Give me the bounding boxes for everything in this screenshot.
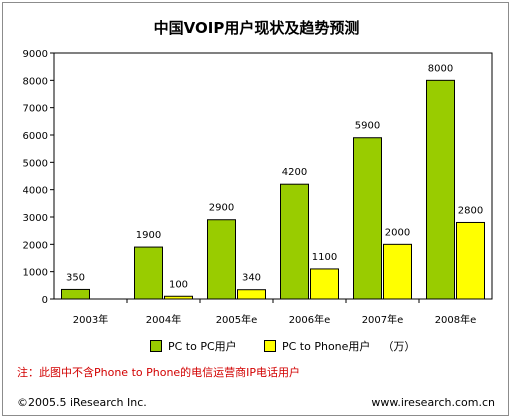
bar-pc-to-pc [207, 219, 236, 300]
y-tick-label: 9000 [23, 49, 48, 60]
bar-pc-to-pc [353, 137, 382, 300]
bar-pc-to-phone [164, 295, 193, 300]
legend-item-pc-to-pc: PC to PC用户 [150, 338, 237, 354]
x-tick-label: 2006年e [289, 313, 331, 326]
legend-item-pc-to-phone: PC to Phone用户 （万） [264, 338, 415, 354]
y-tick-label: 7000 [23, 104, 48, 115]
y-tick-label: 8000 [23, 76, 48, 87]
plot-area [53, 52, 493, 300]
legend-label-pc-to-phone: PC to Phone用户 [282, 340, 371, 353]
y-tick-label: 1000 [23, 268, 48, 279]
website-text: www.iresearch.com.cn [371, 396, 495, 409]
legend-swatch-pc-to-pc [150, 340, 162, 352]
data-label: 350 [66, 272, 85, 283]
bar-pc-to-pc [134, 246, 163, 300]
legend-label-pc-to-pc: PC to PC用户 [168, 340, 237, 353]
data-label: 1100 [312, 252, 337, 263]
bar-pc-to-phone [237, 289, 266, 300]
x-tick-label: 2004年 [146, 313, 181, 326]
chart-title: 中国VOIP用户现状及趋势预测 [153, 19, 360, 37]
bar-pc-to-phone [383, 243, 412, 300]
data-label: 2800 [458, 205, 483, 216]
bar-pc-to-phone [456, 221, 485, 300]
bar-pc-to-pc [280, 183, 309, 300]
data-label: 8000 [428, 63, 453, 74]
data-label: 2000 [385, 227, 410, 238]
legend-unit: （万） [382, 340, 416, 353]
legend-swatch-pc-to-phone [264, 340, 276, 352]
data-label: 2900 [209, 203, 234, 214]
bar-pc-to-pc [426, 79, 455, 300]
footnote: 注：此图中不含Phone to Phone的电信运营商IP电话用户 [17, 366, 301, 379]
data-label: 340 [242, 273, 261, 284]
y-tick-label: 0 [42, 295, 48, 306]
y-tick-label: 2000 [23, 240, 48, 251]
data-label: 5900 [355, 121, 380, 132]
data-label: 100 [169, 279, 188, 290]
data-label: 4200 [282, 167, 307, 178]
data-label: 1900 [136, 230, 161, 241]
x-tick-label: 2008年e [435, 313, 477, 326]
x-tick-label: 2003年 [73, 313, 108, 326]
y-tick-label: 6000 [23, 131, 48, 142]
copyright-text: ©2005.5 iResearch Inc. [17, 396, 147, 409]
x-tick-label: 2005年e [216, 313, 258, 326]
bar-pc-to-phone [310, 268, 339, 300]
bar-pc-to-pc [61, 288, 90, 300]
y-tick-label: 4000 [23, 186, 48, 197]
x-tick-label: 2007年e [362, 313, 404, 326]
y-tick-label: 5000 [23, 158, 48, 169]
y-tick-label: 3000 [23, 213, 48, 224]
